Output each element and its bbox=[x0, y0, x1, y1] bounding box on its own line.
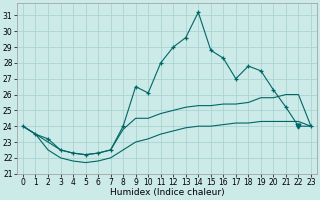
X-axis label: Humidex (Indice chaleur): Humidex (Indice chaleur) bbox=[110, 188, 224, 197]
